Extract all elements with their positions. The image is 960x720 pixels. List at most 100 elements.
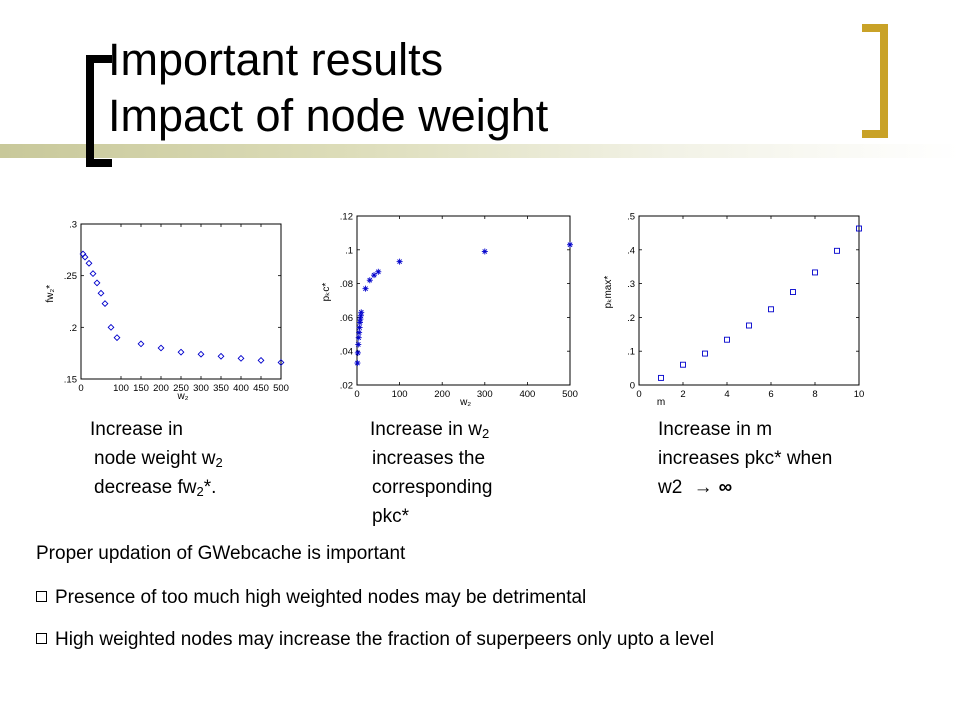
data-point bbox=[85, 259, 93, 267]
caption-2-line-1: Increase in w2 bbox=[370, 415, 492, 444]
y-tick-label: .25 bbox=[64, 271, 77, 282]
caption-1-line-3-sub: 2 bbox=[196, 484, 204, 499]
caption-2-line-3: corresponding bbox=[372, 477, 493, 498]
data-point bbox=[702, 350, 708, 357]
y-tick-label: .04 bbox=[340, 347, 353, 358]
y-tick-label: .02 bbox=[340, 381, 353, 392]
data-point bbox=[567, 241, 573, 248]
data-point bbox=[197, 350, 205, 358]
x-tick-label: 6 bbox=[768, 389, 773, 400]
x-tick-label: 200 bbox=[434, 389, 450, 400]
y-axis-label-text: pₖmax* bbox=[603, 276, 614, 309]
data-point bbox=[113, 334, 121, 342]
data-point bbox=[356, 324, 363, 331]
data-point bbox=[834, 247, 840, 254]
x-axis-label: w₂ bbox=[176, 391, 188, 402]
y-tick-label: .2 bbox=[627, 313, 635, 324]
x-tick-label: 0 bbox=[354, 389, 359, 400]
right-bracket-decoration bbox=[862, 24, 888, 138]
x-tick-label: 350 bbox=[213, 383, 229, 394]
x-tick-label: 2 bbox=[680, 389, 685, 400]
caption-1-line-3-end: *. bbox=[203, 477, 217, 498]
plot-area bbox=[638, 215, 860, 386]
data-point bbox=[217, 352, 225, 360]
x-axis-label: w₂ bbox=[459, 397, 471, 408]
y-axis-label-text: pₖc* bbox=[321, 283, 332, 302]
data-point bbox=[157, 344, 165, 352]
x-tick-label: 450 bbox=[253, 383, 269, 394]
data-point bbox=[724, 336, 730, 343]
data-point bbox=[768, 306, 774, 313]
x-tick-label: 200 bbox=[153, 383, 169, 394]
data-point bbox=[137, 340, 145, 348]
data-point bbox=[396, 258, 403, 265]
data-point bbox=[856, 225, 862, 232]
x-tick-label: 8 bbox=[812, 389, 817, 400]
left-bracket-decoration bbox=[86, 55, 112, 167]
caption-3-line-2: increases pkc* when bbox=[658, 448, 833, 469]
caption-1-line-3-text: decrease fw bbox=[94, 477, 197, 498]
y-axis-label-text: fw₂* bbox=[45, 285, 56, 303]
bullet-item-2-text: High weighted nodes may increase the fra… bbox=[55, 629, 715, 650]
title-underline-bar bbox=[0, 144, 960, 158]
x-tick-label: 500 bbox=[273, 383, 289, 394]
y-tick-label: .06 bbox=[340, 313, 353, 324]
caption-2-line-1-text: Increase in w bbox=[370, 419, 482, 440]
caption-chart-2: Increase in w2 increases the correspondi… bbox=[370, 415, 492, 531]
x-tick-label: 400 bbox=[233, 383, 249, 394]
x-tick-label: 300 bbox=[193, 383, 209, 394]
bullet-item-1: Presence of too much high weighted nodes… bbox=[36, 584, 896, 612]
data-point bbox=[812, 269, 818, 276]
data-point bbox=[97, 289, 105, 297]
caption-1-line-2-sub: 2 bbox=[215, 455, 223, 470]
y-tick-label: .1 bbox=[627, 347, 635, 358]
x-axis-label: m bbox=[657, 397, 665, 408]
infinity-symbol: ∞ bbox=[718, 477, 733, 498]
bottom-text: Proper updation of GWebcache is importan… bbox=[36, 540, 896, 654]
y-tick-label: .4 bbox=[627, 245, 635, 256]
data-point bbox=[375, 268, 382, 275]
chart-pkc-vs-w2: 0 100 200 300 400 500 .02 .04 .06 .08 .1 .12 w₂ pₖc* bbox=[321, 212, 578, 409]
data-point bbox=[89, 270, 97, 278]
bullet-item-1-text: Presence of too much high weighted nodes… bbox=[55, 587, 587, 608]
x-tick-label: 0 bbox=[78, 383, 83, 394]
caption-3-line-1: Increase in m bbox=[658, 419, 773, 440]
title-line-2: Impact of node weight bbox=[108, 90, 549, 141]
bottom-heading: Proper updation of GWebcache is importan… bbox=[36, 543, 406, 564]
data-point bbox=[366, 277, 373, 284]
x-tick-label: 300 bbox=[477, 389, 493, 400]
data-point bbox=[277, 359, 285, 366]
x-tick-label: 10 bbox=[854, 389, 865, 400]
data-point bbox=[354, 349, 361, 356]
title-line-1: Important results bbox=[108, 34, 444, 85]
caption-2-line-4: pkc* bbox=[372, 506, 409, 527]
data-point bbox=[354, 360, 361, 367]
caption-3-line-3-text: w2 bbox=[658, 477, 688, 498]
slide-title: Important results Impact of node weight bbox=[108, 32, 548, 144]
x-tick-label: 400 bbox=[519, 389, 535, 400]
plot-area bbox=[356, 215, 571, 386]
data-point bbox=[362, 285, 369, 292]
caption-1-line-2-text: node weight w bbox=[94, 448, 216, 469]
caption-1-line-2: node weight w2 bbox=[90, 444, 223, 473]
x-tick-label: 0 bbox=[636, 389, 641, 400]
data-point bbox=[93, 279, 101, 287]
data-point bbox=[371, 272, 378, 279]
x-tick-label: 100 bbox=[392, 389, 408, 400]
y-axis-label: fw₂* bbox=[45, 285, 56, 303]
y-tick-label: .5 bbox=[627, 212, 635, 223]
data-point bbox=[746, 322, 752, 329]
y-tick-label: .3 bbox=[69, 220, 77, 231]
y-tick-label: .3 bbox=[627, 279, 635, 290]
chart-fw2-vs-w2: 0 100 150 200 250 300 350 400 450 500 .15 .2 .25 .3 w₂… bbox=[45, 220, 289, 403]
data-point bbox=[107, 323, 115, 331]
y-axis-label: pₖc* bbox=[321, 283, 332, 302]
data-point bbox=[358, 309, 365, 316]
x-tick-label: 250 bbox=[173, 383, 189, 394]
y-tick-label: 0 bbox=[630, 381, 635, 392]
data-point bbox=[481, 248, 488, 255]
data-point bbox=[355, 341, 362, 348]
y-tick-label: .1 bbox=[345, 245, 353, 256]
caption-chart-1: Increase in node weight w2 decrease fw2*… bbox=[90, 415, 223, 502]
